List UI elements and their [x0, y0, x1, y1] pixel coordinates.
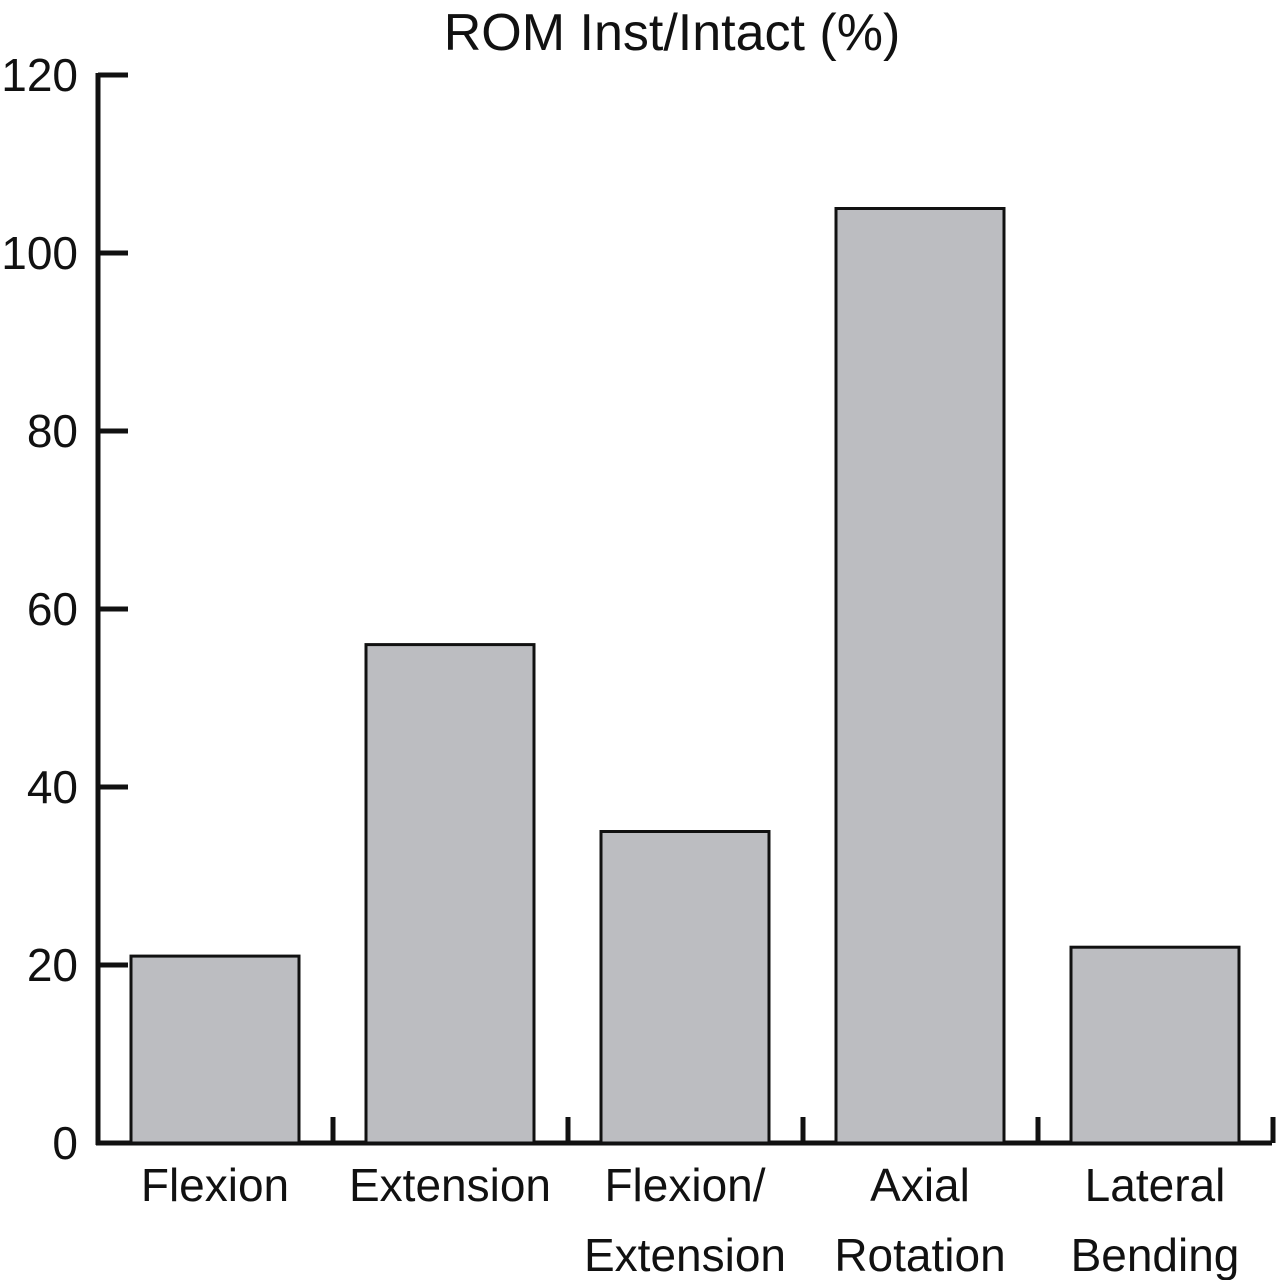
x-label-1-line-0: Extension [349, 1159, 551, 1211]
x-label-3-line-1: Rotation [834, 1229, 1005, 1280]
y-tick-label-4: 80 [27, 405, 78, 457]
y-tick-label-0: 0 [52, 1117, 78, 1169]
y-axis-ticks: 0 20 40 60 80 100 120 [1, 49, 128, 1169]
y-tick-label-1: 20 [27, 939, 78, 991]
chart-title: ROM Inst/Intact (%) [444, 4, 901, 62]
x-label-3-line-0: Axial [870, 1159, 970, 1211]
y-tick-label-3: 60 [27, 583, 78, 635]
bar-4 [1069, 945, 1241, 1145]
bar-2 [599, 830, 771, 1145]
x-label-2-line-0: Flexion/ [604, 1159, 765, 1211]
x-label-4-line-0: Lateral [1085, 1159, 1226, 1211]
x-label-2-line-1: Extension [584, 1229, 786, 1280]
bar-3 [834, 207, 1006, 1145]
x-label-0-line-0: Flexion [141, 1159, 289, 1211]
x-axis-labels: Flexion Extension Flexion/Extension Axial Ro… [141, 1159, 1240, 1281]
bars [129, 207, 1241, 1145]
y-tick-label-6: 120 [1, 49, 78, 101]
x-label-4-line-1: Bending [1071, 1229, 1240, 1280]
bar-0 [129, 954, 301, 1145]
y-tick-label-2: 40 [27, 761, 78, 813]
bar-1 [364, 643, 536, 1145]
y-tick-label-5: 100 [1, 227, 78, 279]
